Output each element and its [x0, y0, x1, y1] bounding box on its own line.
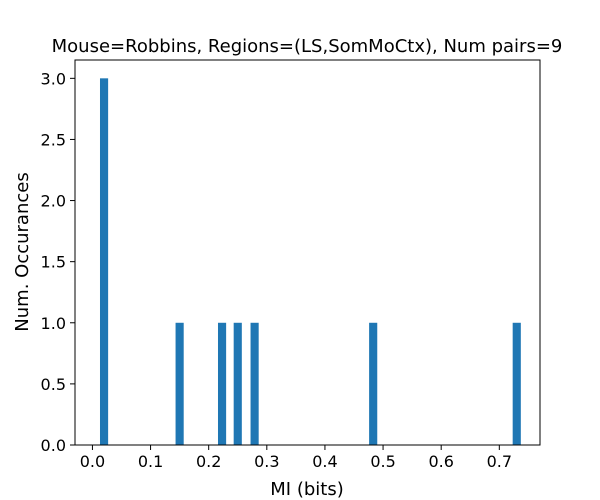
bar-4: [250, 322, 259, 445]
y-axis-label: Num. Occurances: [12, 172, 33, 331]
x-axis-ticks: 0.0 0.1 0.2 0.3 0.4 0.5 0.6 0.7: [80, 445, 512, 471]
bar-5: [369, 322, 378, 445]
chart-title: Mouse=Robbins, Regions=(LS,SomMoCtx), Nu…: [52, 36, 563, 57]
bar-1: [175, 322, 184, 445]
x-tick-label: 0.1: [138, 452, 163, 471]
x-tick-label: 0.7: [487, 452, 512, 471]
plot-area-frame: [74, 59, 541, 446]
x-tick-label: 0.2: [196, 452, 221, 471]
y-tick-label: 0.0: [41, 436, 66, 455]
x-tick-label: 0.3: [254, 452, 279, 471]
bars-group: [99, 78, 521, 445]
x-tick-label: 0.4: [312, 452, 337, 471]
x-tick-label: 0.5: [370, 452, 395, 471]
y-axis-ticks: 0.0 0.5 1.0 1.5 2.0 2.5 3.0: [41, 69, 75, 455]
x-tick-label: 0.0: [80, 452, 105, 471]
y-tick-label: 2.0: [41, 192, 66, 211]
y-tick-label: 1.0: [41, 314, 66, 333]
y-tick-label: 3.0: [41, 69, 66, 88]
bar-6: [512, 322, 521, 445]
y-tick-label: 0.5: [41, 375, 66, 394]
bar-0: [99, 78, 109, 445]
x-axis-label: MI (bits): [270, 479, 343, 500]
x-tick-label: 0.6: [428, 452, 453, 471]
bar-2: [217, 322, 227, 445]
bar-3: [233, 322, 242, 445]
y-tick-label: 2.5: [41, 130, 66, 149]
y-tick-label: 1.5: [41, 253, 66, 272]
